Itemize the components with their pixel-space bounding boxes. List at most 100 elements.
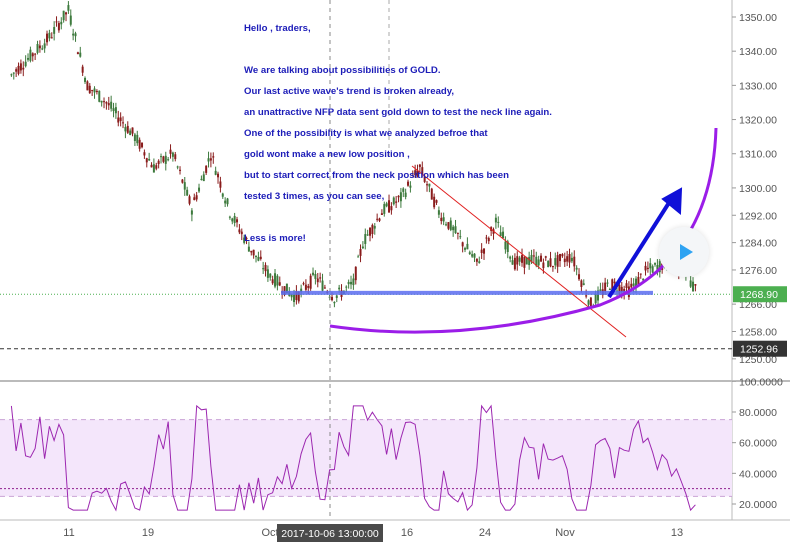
candle-body <box>516 256 519 265</box>
candle-body <box>442 217 445 222</box>
candle-body <box>644 265 647 271</box>
candle-body <box>544 256 547 258</box>
candle-body <box>589 297 592 308</box>
candle-body <box>145 158 148 163</box>
candle-body <box>639 273 642 275</box>
candle-body <box>19 63 22 71</box>
candle-body <box>283 286 286 296</box>
candle-body <box>110 101 113 109</box>
candle-body <box>152 164 155 173</box>
candle-body <box>124 127 127 132</box>
neckline <box>281 290 653 295</box>
x-tick-label: 16 <box>401 527 413 539</box>
candle-body <box>207 158 210 162</box>
candle-body <box>364 234 367 244</box>
candle-body <box>228 216 231 218</box>
candle-body <box>658 261 661 273</box>
candle-body <box>359 248 362 256</box>
y-tick-label: 1350.00 <box>739 12 777 24</box>
candle-body <box>157 160 160 165</box>
candle-body <box>547 260 550 267</box>
candle-body <box>532 255 535 257</box>
candle-body <box>692 281 695 292</box>
candle-body <box>221 193 224 197</box>
candle-body <box>266 269 269 278</box>
candle-body <box>369 227 372 236</box>
candle-body <box>316 278 319 283</box>
candle-body <box>511 260 514 265</box>
candle-body <box>642 278 645 281</box>
candle-body <box>212 156 215 158</box>
candle-body <box>509 256 512 259</box>
last-price-tag <box>733 286 787 303</box>
candles <box>10 1 697 309</box>
rsi-y-tick-label: 40.0000 <box>739 468 777 480</box>
candle-body <box>65 12 68 15</box>
note-line: but to start correct from the neck posit… <box>244 169 509 181</box>
candle-body <box>407 181 410 186</box>
candle-body <box>535 256 538 266</box>
candle-body <box>205 165 208 173</box>
candle-body <box>62 10 65 21</box>
candle-body <box>27 57 30 60</box>
candle-body <box>578 274 581 280</box>
candle-body <box>551 265 554 268</box>
candle-body <box>380 213 383 215</box>
candle-body <box>224 200 227 204</box>
candle-body <box>537 259 540 266</box>
note-line: an unattractive NFP data sent gold down … <box>244 106 552 118</box>
candle-body <box>319 277 322 279</box>
candle-body <box>48 32 51 39</box>
candle-body <box>53 27 56 34</box>
candle-body <box>22 67 25 70</box>
y-tick-label: 1330.00 <box>739 80 777 92</box>
candle-body <box>385 203 388 207</box>
candle-body <box>183 182 186 190</box>
candle-body <box>209 158 212 161</box>
candle-body <box>635 278 638 289</box>
candle-body <box>214 170 217 175</box>
candle-body <box>233 216 236 223</box>
candle-body <box>599 289 602 292</box>
candle-body <box>570 257 573 262</box>
candle-body <box>257 256 260 261</box>
candle-body <box>540 255 543 262</box>
candle-body <box>181 179 184 183</box>
candle-body <box>12 72 15 74</box>
play-button[interactable] <box>659 227 709 277</box>
candle-body <box>471 254 474 257</box>
candle-body <box>630 283 633 288</box>
candle-body <box>190 210 193 215</box>
candle-body <box>60 21 63 25</box>
candle-body <box>566 256 569 262</box>
candle-body <box>133 134 136 141</box>
candle-body <box>556 255 559 267</box>
candle-body <box>423 176 426 182</box>
rsi-band <box>0 419 732 497</box>
candle-body <box>148 158 151 161</box>
candle-body <box>357 256 360 258</box>
note-line: One of the possibility is what we analyz… <box>244 127 488 139</box>
candle-body <box>74 33 77 37</box>
candle-body <box>554 258 557 266</box>
candle-body <box>188 196 191 204</box>
candle-body <box>525 257 528 265</box>
note-closing: Less is more! <box>244 232 306 244</box>
candle-body <box>290 294 293 298</box>
y-tick-label: 1258.00 <box>739 326 777 338</box>
candle-body <box>69 15 72 25</box>
level-price-label: 1252.96 <box>740 344 778 356</box>
candle-body <box>226 198 229 205</box>
candle-body <box>388 200 391 213</box>
candle-body <box>245 237 248 240</box>
candle-body <box>333 301 336 304</box>
candle-body <box>293 294 296 303</box>
candle-body <box>112 108 115 112</box>
candle-body <box>504 241 507 250</box>
candle-body <box>264 264 267 272</box>
candle-body <box>518 257 521 262</box>
candle-body <box>428 183 431 187</box>
candle-body <box>307 286 310 288</box>
candle-body <box>143 152 146 156</box>
